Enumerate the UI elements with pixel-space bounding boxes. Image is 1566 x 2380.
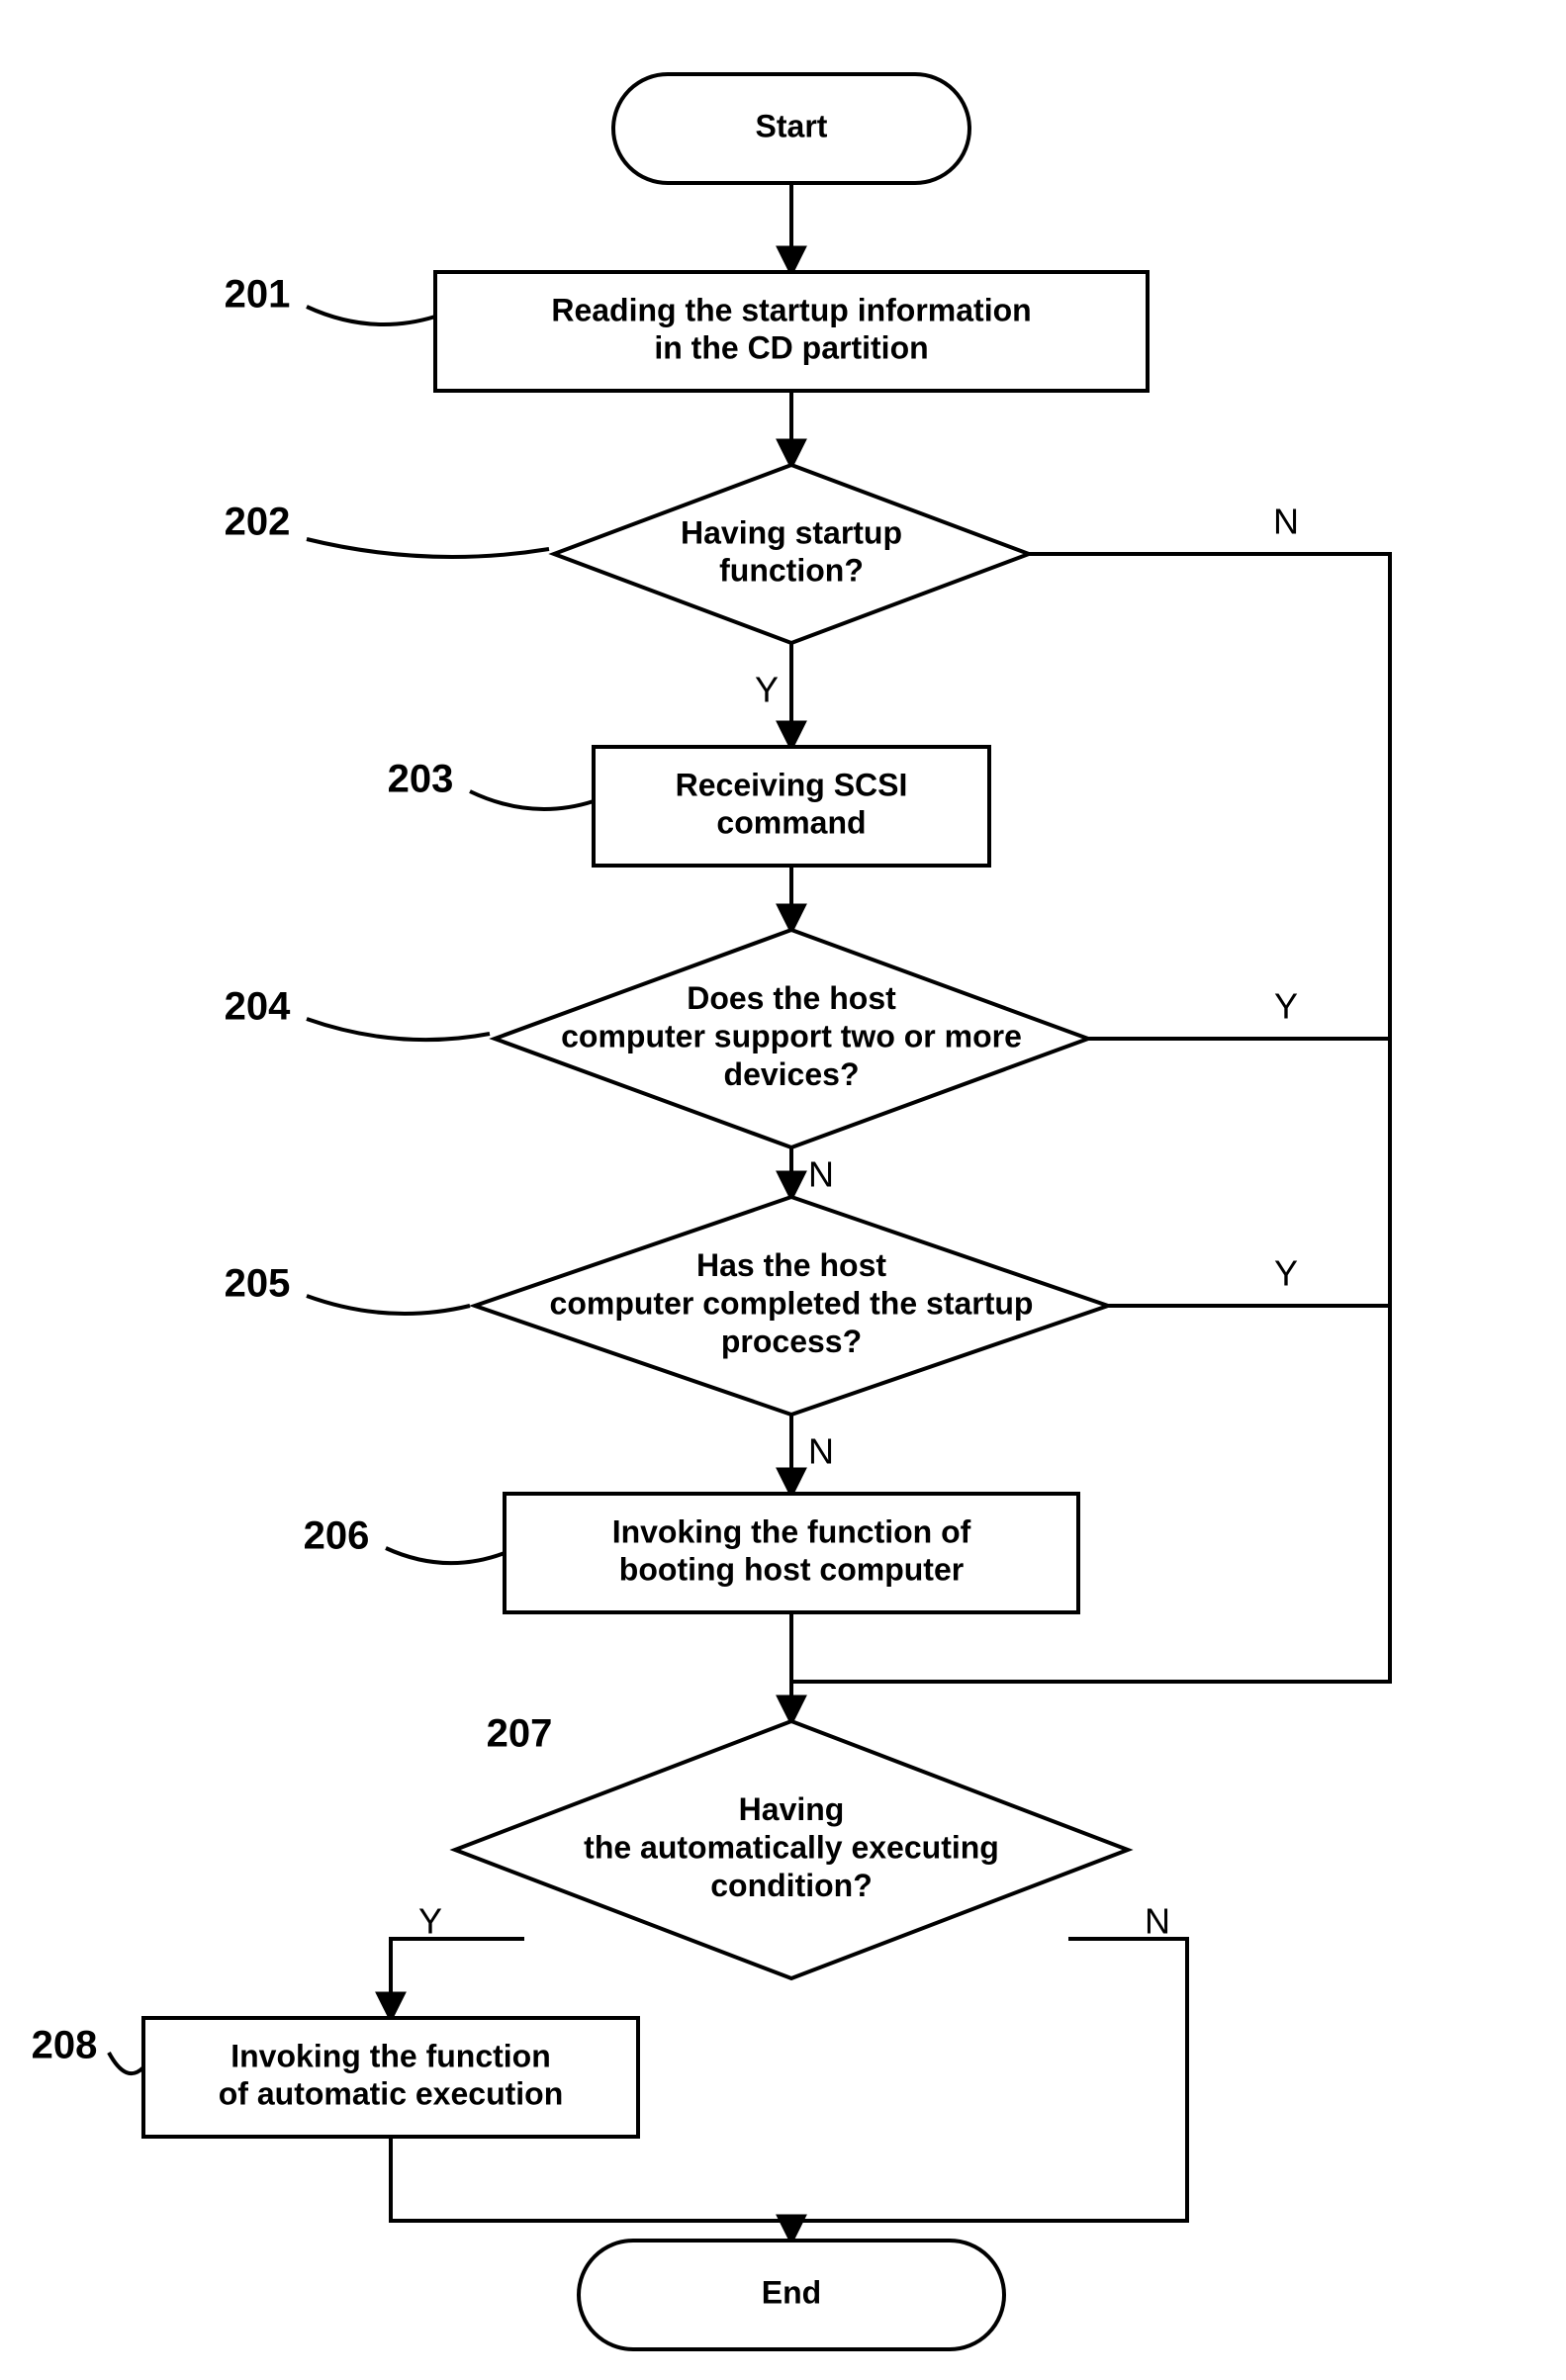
label-connector	[307, 1019, 490, 1040]
step-label-208: 208	[32, 2024, 98, 2067]
edge-label: N	[808, 1431, 834, 1472]
node-text: Receiving SCSI	[676, 767, 908, 802]
node-n203: Receiving SCSIcommand	[594, 747, 989, 866]
node-text: function?	[719, 553, 864, 589]
edge-label: Y	[1274, 986, 1298, 1027]
node-text: Invoking the function of	[612, 1513, 971, 1549]
node-text: End	[762, 2274, 821, 2310]
step-label-201: 201	[225, 273, 291, 317]
node-n202: Having startupfunction?	[554, 465, 1029, 643]
node-text: command	[716, 805, 866, 841]
node-text: computer support two or more	[561, 1018, 1022, 1053]
edge	[791, 1939, 1187, 2241]
step-label-203: 203	[388, 758, 454, 801]
node-text: booting host computer	[619, 1552, 964, 1588]
node-text: Does the host	[687, 980, 896, 1016]
node-text: Start	[756, 108, 828, 143]
label-connector	[386, 1548, 505, 1563]
edge-label: N	[1273, 502, 1299, 542]
node-n205: Has the hostcomputer completed the start…	[475, 1197, 1108, 1415]
edge-label: Y	[418, 1901, 442, 1942]
step-label-205: 205	[225, 1262, 291, 1306]
step-label-204: 204	[225, 985, 291, 1029]
node-n206: Invoking the function ofbooting host com…	[505, 1494, 1078, 1612]
node-text: condition?	[710, 1868, 873, 1903]
label-connector	[307, 307, 435, 324]
step-label-207: 207	[487, 1712, 553, 1756]
node-n204: Does the hostcomputer support two or mor…	[495, 930, 1088, 1147]
edge-label: Y	[1274, 1253, 1298, 1294]
label-connector	[109, 2053, 143, 2073]
node-text: of automatic execution	[219, 2076, 564, 2112]
node-text: Has the host	[696, 1247, 886, 1283]
node-text: Invoking the function	[230, 2038, 551, 2073]
step-label-202: 202	[225, 501, 291, 544]
node-text: computer completed the startup	[550, 1285, 1034, 1321]
label-connector	[307, 539, 549, 557]
step-label-206: 206	[304, 1514, 370, 1558]
edge-label: Y	[755, 670, 779, 710]
label-connector	[307, 1296, 470, 1314]
node-text: Having	[739, 1791, 845, 1827]
node-text: Having startup	[681, 514, 902, 550]
node-n208: Invoking the functionof automatic execut…	[143, 2018, 638, 2137]
node-text: devices?	[724, 1056, 860, 1092]
node-text: Reading the startup information	[551, 292, 1031, 327]
label-connector	[470, 791, 594, 809]
edge-label: N	[1145, 1901, 1170, 1942]
edge	[391, 1939, 524, 2018]
edge-label: N	[808, 1154, 834, 1195]
node-start: Start	[613, 74, 969, 183]
node-n207: Havingthe automatically executingconditi…	[455, 1721, 1128, 1978]
node-end: End	[579, 2241, 1004, 2349]
flowchart: Y N N N Y Y Y N Start Reading the startup informa…	[0, 0, 1566, 2380]
node-n201: Reading the startup informationin the CD…	[435, 272, 1148, 391]
node-text: process?	[721, 1324, 862, 1359]
node-text: in the CD partition	[654, 330, 928, 366]
node-text: the automatically executing	[584, 1829, 999, 1865]
edge	[391, 2137, 791, 2221]
